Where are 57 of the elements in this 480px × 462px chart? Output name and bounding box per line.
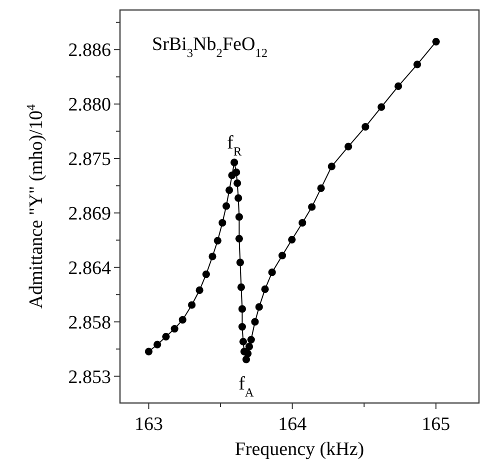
point <box>362 123 370 131</box>
point <box>144 348 153 356</box>
point <box>317 184 325 192</box>
point <box>154 340 162 348</box>
point <box>208 252 216 260</box>
y-tick-label: 2.864 <box>68 258 112 280</box>
x-tick-label: 164 <box>278 414 308 435</box>
point <box>232 168 240 176</box>
x-tick-label: 165 <box>422 414 450 435</box>
point <box>235 234 243 242</box>
point <box>238 305 246 313</box>
point <box>239 338 248 346</box>
point <box>247 336 255 344</box>
y-tick-label: 2.869 <box>68 204 111 225</box>
point <box>222 202 230 210</box>
y-tick-label: 2.858 <box>68 312 111 334</box>
point <box>278 252 286 260</box>
point <box>245 342 254 350</box>
x-tick-label: 163 <box>134 414 163 435</box>
point <box>237 283 245 291</box>
point <box>236 258 244 266</box>
point <box>214 236 222 244</box>
point <box>235 213 243 221</box>
point <box>308 203 316 211</box>
x-axis-title: Frequency (kHz) <box>234 439 364 460</box>
point <box>255 303 263 311</box>
point <box>298 219 306 227</box>
point <box>238 322 246 331</box>
point <box>225 186 234 194</box>
point <box>188 301 196 309</box>
point <box>268 268 276 276</box>
y-tick-label: 2.886 <box>68 40 111 62</box>
point <box>432 38 440 46</box>
annotation: f$_{R}$ <box>227 132 242 158</box>
point <box>234 179 242 188</box>
point <box>162 332 170 340</box>
point <box>244 350 252 358</box>
point <box>178 316 186 324</box>
annotation: f$_{A}$ <box>238 373 254 400</box>
point <box>170 324 178 333</box>
point <box>378 103 386 111</box>
y-tick-label: 2.880 <box>68 94 111 116</box>
y-tick-label: 2.853 <box>68 366 111 388</box>
y-tick-label: 2.875 <box>68 149 111 170</box>
text: SrBi$_{3}$Nb$_{2}$FeO$_{12}$ <box>152 34 268 60</box>
point <box>218 219 226 227</box>
point <box>234 194 242 202</box>
point <box>288 236 296 244</box>
point <box>230 158 238 166</box>
point <box>196 286 204 294</box>
point <box>202 270 210 278</box>
point <box>344 142 352 150</box>
point <box>394 82 402 90</box>
point <box>328 162 336 170</box>
point <box>261 285 269 293</box>
point <box>251 318 259 326</box>
point <box>413 60 422 68</box>
